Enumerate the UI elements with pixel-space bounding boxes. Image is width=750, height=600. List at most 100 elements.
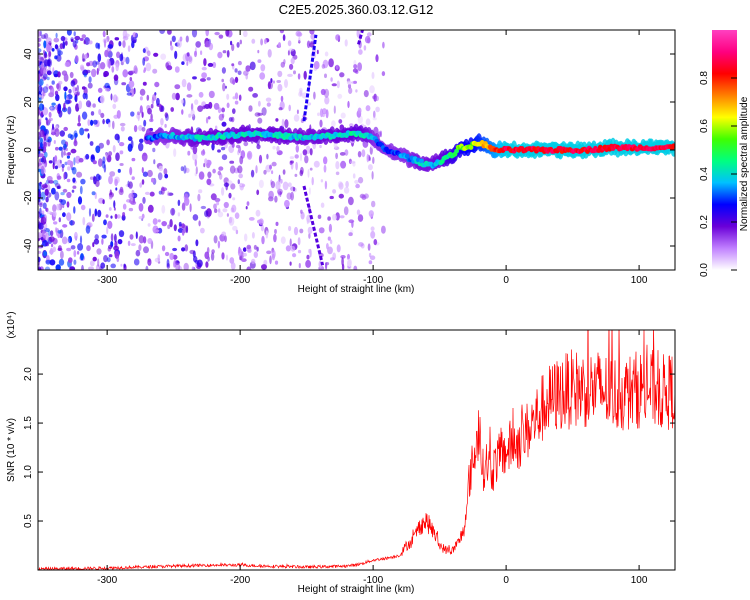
noise-speck [290, 191, 294, 201]
noise-speck [141, 152, 148, 162]
noise-speck [126, 92, 132, 96]
noise-speck [79, 185, 83, 195]
noise-speck [309, 167, 313, 171]
snr-plot-area [38, 330, 675, 570]
noise-speck [136, 111, 141, 116]
noise-speck [221, 231, 227, 237]
noise-speck [284, 79, 288, 88]
noise-speck [269, 164, 272, 170]
noise-speck [217, 240, 221, 249]
noise-speck [113, 74, 119, 81]
noise-speck [217, 51, 223, 59]
noise-speck [130, 139, 134, 149]
noise-speck [70, 167, 75, 171]
noise-speck [372, 156, 375, 164]
noise-speck [44, 151, 48, 158]
noise-speck [88, 40, 93, 45]
noise-speck [289, 238, 292, 247]
noise-speck [287, 50, 290, 56]
noise-speck [55, 94, 60, 102]
noise-speck [232, 79, 236, 85]
noise-speck [45, 196, 49, 203]
spectrogram-x-tick-label: -100 [363, 275, 383, 286]
noise-speck [173, 148, 177, 158]
noise-speck [206, 77, 211, 81]
noise-speck [113, 245, 119, 251]
noise-speck [160, 186, 165, 195]
noise-speck [66, 30, 72, 36]
noise-speck [49, 236, 55, 243]
noise-speck [278, 42, 281, 48]
noise-speck [323, 156, 328, 165]
noise-speck [114, 213, 118, 219]
noise-speck [318, 227, 325, 234]
snr-panel: -300 -200 -100 0 100 0.5 1.0 1.5 2.0 Height of … [6, 311, 676, 595]
noise-speck [232, 96, 236, 100]
noise-speck [42, 145, 47, 154]
noise-speck [157, 172, 163, 181]
noise-speck [194, 260, 199, 264]
noise-speck [254, 112, 261, 117]
noise-speck [341, 257, 344, 267]
noise-speck [62, 41, 66, 49]
noise-speck [272, 80, 275, 84]
noise-speck [339, 215, 345, 219]
noise-speck [184, 244, 189, 252]
noise-speck [198, 91, 204, 98]
noise-speck [89, 260, 95, 267]
noise-speck [249, 61, 256, 71]
noise-speck [349, 123, 354, 128]
noise-speck [106, 226, 109, 235]
noise-speck [252, 93, 258, 98]
noise-speck [207, 116, 211, 120]
noise-speck [82, 216, 86, 226]
noise-speck [110, 263, 116, 269]
noise-speck [175, 262, 181, 270]
noise-speck [128, 193, 134, 200]
noise-speck [274, 229, 277, 234]
noise-speck [46, 43, 51, 53]
noise-speck [56, 54, 62, 62]
noise-speck [38, 232, 43, 239]
noise-speck [76, 84, 80, 92]
noise-speck [298, 87, 303, 94]
noise-speck [170, 207, 176, 216]
noise-speck [317, 112, 320, 117]
noise-speck [88, 208, 92, 217]
noise-speck [287, 182, 292, 187]
noise-speck [129, 70, 136, 74]
noise-speck [192, 214, 199, 221]
noise-speck [218, 34, 224, 39]
noise-speck [38, 94, 42, 98]
noise-speck [72, 85, 76, 94]
noise-speck [117, 239, 123, 245]
noise-speck [197, 105, 204, 112]
noise-speck [61, 163, 65, 168]
noise-speck [185, 167, 190, 174]
noise-speck [114, 133, 120, 141]
noise-speck [175, 92, 180, 101]
noise-speck [120, 61, 124, 66]
noise-speck [237, 70, 242, 76]
noise-speck [221, 107, 226, 113]
noise-speck [370, 230, 376, 239]
noise-speck [60, 199, 67, 205]
noise-speck [55, 146, 59, 151]
noise-speck [223, 182, 230, 187]
noise-speck [117, 168, 121, 173]
snr-y-tick-label: 1.5 [23, 416, 34, 430]
noise-speck [248, 217, 255, 221]
noise-speck [40, 142, 43, 149]
noise-speck [50, 230, 54, 237]
noise-speck [346, 80, 352, 85]
noise-speck [40, 236, 44, 241]
noise-speck [205, 30, 209, 37]
spectrogram-streak [357, 30, 364, 45]
noise-speck [297, 237, 301, 246]
noise-speck [81, 34, 87, 39]
noise-speck [241, 258, 247, 262]
noise-speck [201, 72, 208, 79]
noise-speck [181, 109, 184, 115]
noise-speck [210, 193, 217, 201]
noise-speck [225, 85, 227, 89]
